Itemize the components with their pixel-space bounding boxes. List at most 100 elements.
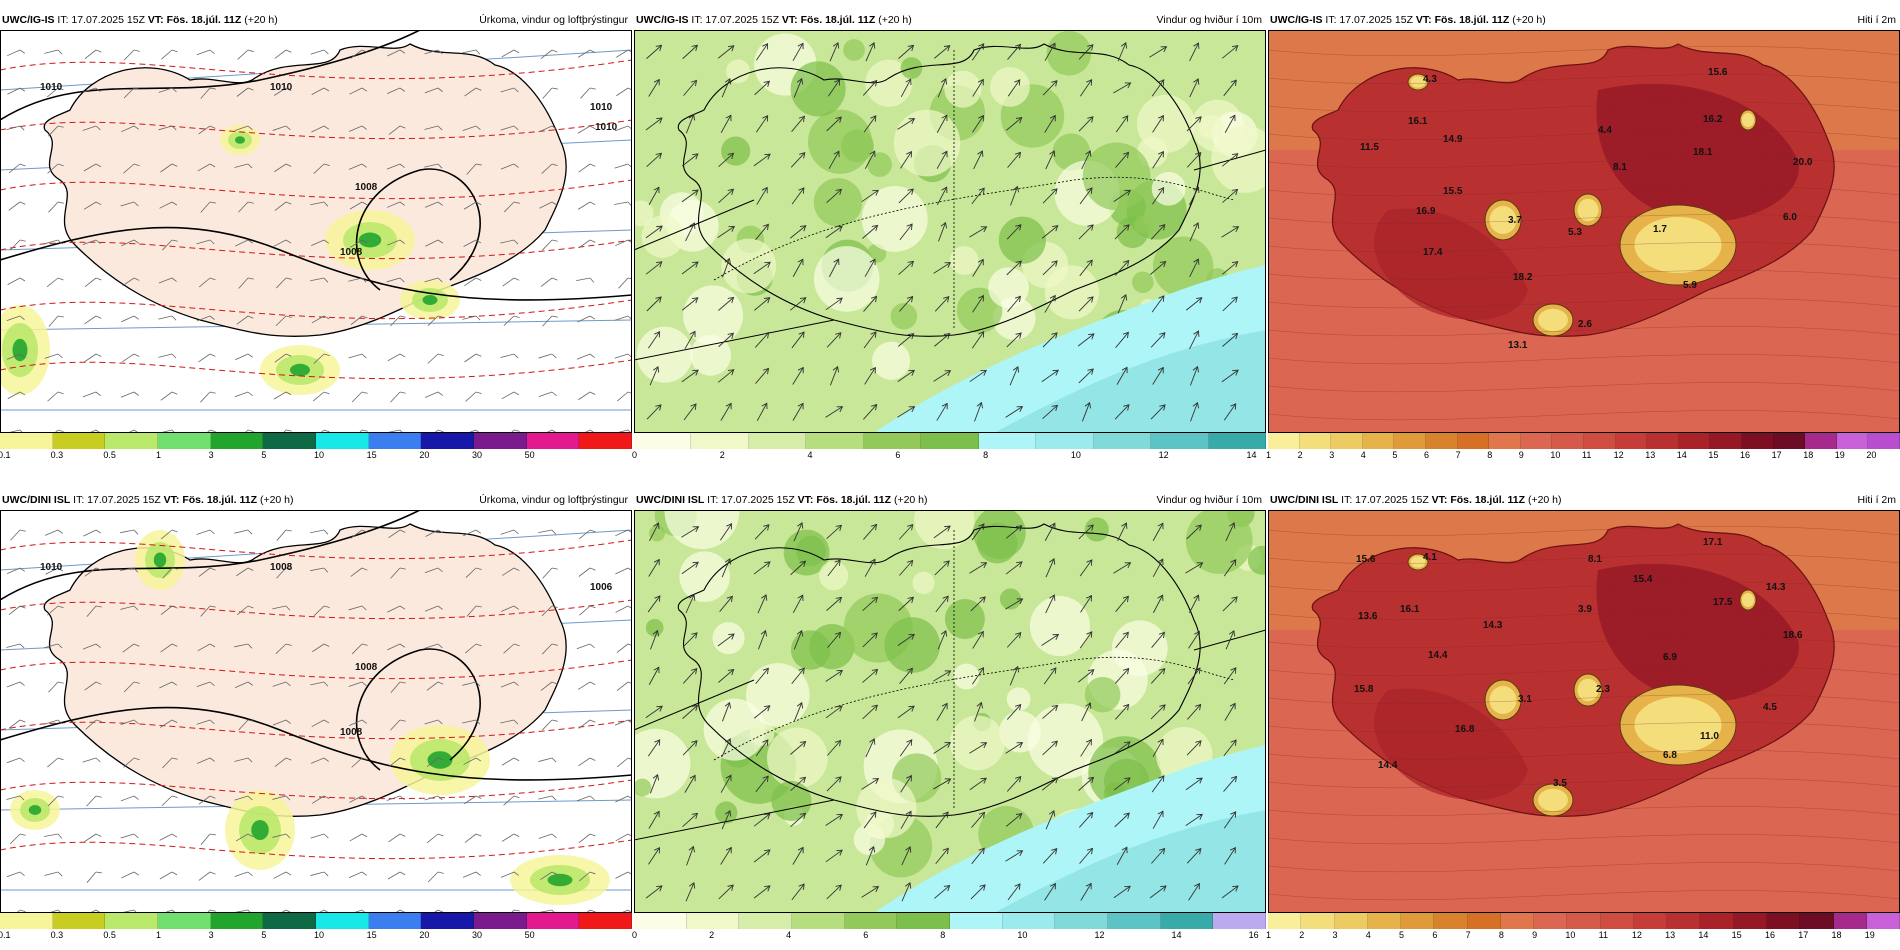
colorbar-swatch xyxy=(263,433,317,449)
map-plot xyxy=(634,510,1266,913)
panel-run-info: UWC/IG-IS IT: 17.07.2025 15Z VT: Fös. 18… xyxy=(636,14,912,26)
colorbar-swatch xyxy=(316,433,369,449)
colorbar-tick-label: 8 xyxy=(983,450,989,460)
colorbar-tick-label: 20 xyxy=(419,930,430,940)
isobar-label: 1006 xyxy=(590,582,613,593)
colorbar-swatch xyxy=(1151,433,1209,449)
colorbar-tick-label: 10 xyxy=(314,930,325,940)
temperature-value-label: 15.8 xyxy=(1354,684,1374,695)
colorbar-tick-label: 1 xyxy=(156,450,162,460)
temperature-value-label: 5.9 xyxy=(1683,280,1697,291)
colorbar-swatch xyxy=(1268,913,1302,929)
map-svg: 15.6 4.1 8.1 17.1 15.4 14.3 16.1 3.9 17.5 13.6 14.… xyxy=(1268,510,1900,913)
model-name: UWC/DINI ISL xyxy=(1270,494,1339,506)
colorbar-tick-label: 10 xyxy=(314,450,325,460)
colorbar-tick-label: 1 xyxy=(1266,930,1272,940)
colorbar-tick-label: 11 xyxy=(1598,930,1608,940)
temperature-value-label: 15.6 xyxy=(1356,554,1376,565)
isobar-label: 1008 xyxy=(270,562,293,573)
map-panel-wind: UWC/IG-IS IT: 17.07.2025 15Z VT: Fös. 18… xyxy=(632,10,1266,460)
colorbar-swatch xyxy=(1583,433,1616,449)
map-plot: 15.6 4.1 8.1 17.1 15.4 14.3 16.1 3.9 17.5 13.6 14.… xyxy=(1268,510,1900,913)
colorbar-tick-label: 8 xyxy=(1498,930,1504,940)
colorbar-swatch xyxy=(1394,433,1426,449)
temperature-value-label: 11.5 xyxy=(1360,142,1379,153)
colorbar-swatch xyxy=(368,433,422,449)
colorbar-tick-label: 6 xyxy=(863,930,869,940)
isobar-label: 1010 xyxy=(40,562,63,573)
colorbar-swatch xyxy=(316,913,369,929)
colorbar-swatch xyxy=(1334,913,1368,929)
colorbar-ticks: 0 2 4 6 8 10 12 14 16 xyxy=(632,930,1266,942)
colorbar-tick-label: 6 xyxy=(1424,450,1430,460)
panel-title: Hiti í 2m xyxy=(1857,14,1896,26)
colorbar-swatch xyxy=(634,433,692,449)
colorbar-tick-label: 16 xyxy=(1740,450,1751,460)
colorbar-swatch xyxy=(1467,913,1501,929)
colorbar-tick-label: 7 xyxy=(1455,450,1461,460)
colorbar-swatch xyxy=(863,433,922,449)
model-name: UWC/DINI ISL xyxy=(636,494,705,506)
temperature-value-label: 6.0 xyxy=(1783,212,1797,223)
colorbar xyxy=(634,433,1266,449)
valid-time: VT: Fös. 18.júl. 11Z xyxy=(163,494,258,506)
colorbar-tick-label: 12 xyxy=(1094,930,1105,940)
colorbar-swatch xyxy=(1108,913,1161,929)
colorbar-tick-label: 17 xyxy=(1771,450,1782,460)
temperature-value-label: 14.3 xyxy=(1483,620,1503,631)
temperature-value-label: 3.5 xyxy=(1553,778,1567,789)
panel-run-info: UWC/DINI ISL IT: 17.07.2025 15Z VT: Fös.… xyxy=(1270,494,1562,506)
temperature-value-label: 8.1 xyxy=(1588,554,1602,565)
isobar-label: 1010 xyxy=(40,82,63,93)
colorbar-tick-label: 2 xyxy=(709,930,715,940)
colorbar-tick-label: 4 xyxy=(1360,450,1366,460)
colorbar-tick-label: 3 xyxy=(208,930,214,940)
map-panel-wind: UWC/DINI ISL IT: 17.07.2025 15Z VT: Fös.… xyxy=(632,490,1267,942)
colorbar-swatch xyxy=(792,913,845,929)
isobar-label: 1010 xyxy=(595,122,618,133)
colorbar-tick-label: 12 xyxy=(1613,450,1624,460)
colorbar-swatch xyxy=(1489,433,1521,449)
colorbar-tick-label: 8 xyxy=(940,930,946,940)
colorbar-tick-label: 4 xyxy=(1365,930,1371,940)
map-plot: 1010 1008 1008 1008 1006 xyxy=(0,510,632,913)
colorbar-swatch xyxy=(1868,433,1900,449)
colorbar-swatch xyxy=(263,913,317,929)
colorbar-swatch xyxy=(1401,913,1435,929)
colorbar-swatch xyxy=(1434,913,1468,929)
colorbar-swatch xyxy=(210,433,264,449)
temperature-value-label: 16.8 xyxy=(1455,724,1475,735)
map-panel-temp: UWC/IG-IS IT: 17.07.2025 15Z VT: Fös. 18… xyxy=(1266,10,1900,460)
temperature-value-label: 3.7 xyxy=(1508,215,1522,226)
colorbar-tick-label: 14 xyxy=(1676,450,1687,460)
colorbar-swatch xyxy=(1773,433,1806,449)
colorbar-tick-label: 20 xyxy=(1866,450,1877,460)
map-svg: 4.3 15.6 16.1 14.9 4.4 16.2 11.5 8.1 18.1 20.0 15.… xyxy=(1268,30,1900,433)
colorbar-tick-label: 4 xyxy=(807,450,813,460)
colorbar-tick-label: 17 xyxy=(1798,930,1809,940)
map-svg: 1010 1010 1008 1008 1010 1010 xyxy=(0,30,632,433)
colorbar-swatch xyxy=(1425,433,1458,449)
colorbar-swatch xyxy=(579,433,633,449)
colorbar-swatch xyxy=(474,913,527,929)
colorbar xyxy=(1268,913,1900,929)
temperature-value-label: 3.1 xyxy=(1518,694,1532,705)
colorbar-swatch xyxy=(686,913,740,929)
colorbar-tick-label: 10 xyxy=(1550,450,1561,460)
temperature-value-label: 16.9 xyxy=(1416,206,1436,217)
panel-title: Hiti í 2m xyxy=(1857,494,1896,506)
map-plot xyxy=(634,30,1266,433)
map-svg: 1010 1008 1008 1008 1006 xyxy=(0,510,632,913)
colorbar-tick-label: 15 xyxy=(1731,930,1742,940)
colorbar-tick-label: 30 xyxy=(472,450,483,460)
temperature-value-label: 4.3 xyxy=(1423,74,1437,85)
colorbar-swatch xyxy=(1268,433,1300,449)
colorbar-swatch xyxy=(1208,433,1266,449)
colorbar-tick-label: 1 xyxy=(156,930,162,940)
panel-header: UWC/IG-IS IT: 17.07.2025 15Z VT: Fös. 18… xyxy=(634,10,1266,30)
colorbar-tick-label: 0 xyxy=(632,450,638,460)
colorbar-swatch xyxy=(368,913,422,929)
model-name: UWC/IG-IS xyxy=(2,14,55,26)
temperature-value-label: 4.4 xyxy=(1598,125,1612,136)
temperature-value-label: 11.0 xyxy=(1700,731,1719,742)
